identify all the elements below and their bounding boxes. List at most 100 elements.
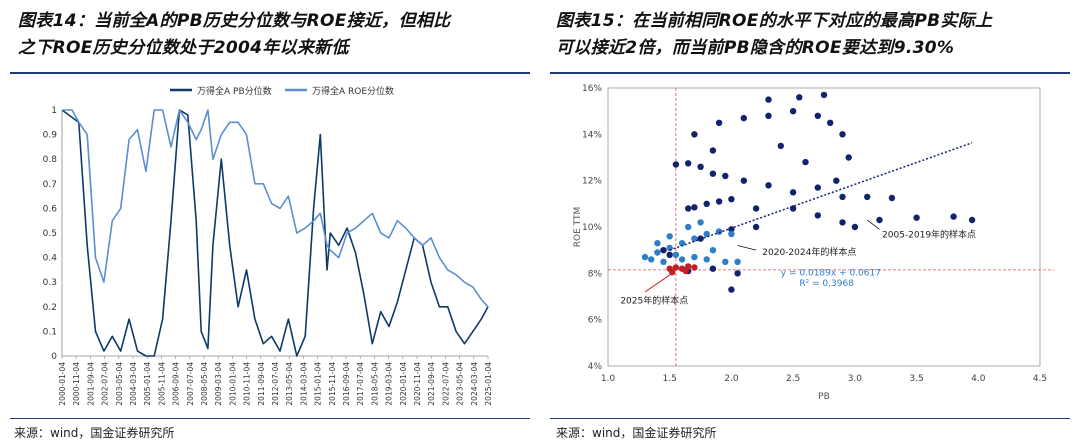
scatter-point [709,170,717,177]
scatter-point [888,194,896,202]
scatter-point [728,286,735,293]
x-tick-label: 2021-09-04 [427,362,436,406]
right-source: 来源：wind，国金证券研究所 [556,426,717,440]
scatter-point [789,189,797,196]
y-tick-label: 10% [582,223,602,233]
x-tick-label: 2005-11-04 [157,362,166,406]
x-tick-label: 2002-07-04 [101,362,110,406]
scatter-point [685,160,692,167]
scatter-point [802,158,809,166]
x-tick-label: 2024-03-04 [470,362,479,406]
x-tick-label: 3.0 [848,374,863,384]
x-tick-label: 3.5 [909,374,923,384]
scatter-point [777,142,784,150]
x-tick-label: 2025-01-04 [484,362,493,406]
x-tick-label: 2005-01-04 [143,362,152,406]
x-tick-label: 2007-07-04 [186,362,195,406]
y-tick-label: 4% [588,362,603,372]
scatter-point [728,230,735,238]
y-tick-label: 0 [51,352,57,362]
scatter-point [752,205,760,212]
scatter-point [678,240,686,247]
left-bottom-rule [10,418,530,419]
x-tick-label: 2010-01-04 [228,362,237,406]
x-tick-label: 1.5 [663,374,677,384]
x-tick-label: 2022-07-04 [441,362,450,406]
scatter-point [740,177,747,184]
scatter-point [678,256,686,263]
scatter-point [703,256,710,263]
annotation-arrow [644,272,673,293]
x-tick-label: 2.0 [724,374,739,384]
scatter-point [839,219,846,226]
x-tick-label: 4.0 [971,374,986,384]
annotation-arrow [866,219,880,230]
trendline [669,142,973,251]
x-tick-label: 1.0 [601,374,616,384]
scatter-point [697,163,704,170]
y-tick-label: 0.7 [43,180,57,190]
x-tick-label: 2020-11-04 [413,362,422,406]
x-tick-label: 2000-01-04 [58,362,67,406]
y-tick-label: 0.2 [43,303,57,313]
scatter-point [752,223,760,231]
scatter-point [709,147,717,154]
y-tick-label: 0.6 [43,204,58,214]
scatter-point [728,196,735,203]
scatter-point [666,251,673,258]
annotation-arrow [737,245,757,251]
x-tick-label: 2010-11-04 [243,362,252,406]
x-tick-label: 2023-05-04 [456,362,465,406]
y-tick-label: 6% [588,316,603,326]
scatter-point [765,96,772,103]
y-tick-label: 0.3 [43,278,57,288]
y-tick-label: 1 [51,106,57,116]
right-top-rule [550,72,1070,74]
scatter-point [950,213,957,220]
scatter-point [876,216,883,224]
scatter-point [722,172,729,180]
x-tick-label: 2004-03-04 [129,362,138,406]
scatter-point [814,112,821,119]
scatter-point [833,177,840,184]
annotation-2025: 2025年的样本点 [620,294,688,306]
scatter-point [715,198,723,205]
x-tick-label: 2000-11-04 [72,362,81,406]
x-tick-label: 2006-09-04 [172,362,181,406]
scatter-point [703,200,710,207]
x-tick-label: 2015-11-04 [328,362,337,406]
right-chart-title: 图表15：在当前相同ROE的水平下对应的最高PB实际上 可以接近2倍，而当前PB… [556,11,993,58]
left-line-chart: 万得全A PB分位数 万得全A ROE分位数 0 0.1 0.2 0.3 0.4 0.5 0.6… [43,85,493,406]
scatter-point [968,216,976,224]
x-tick-label: 2009-03-04 [214,362,223,406]
annotation-2005-2019: 2005-2019年的样本点 [882,228,976,240]
x-tick-label: 4.5 [1033,374,1047,384]
scatter-point [839,131,846,138]
y-tick-label: 0.9 [43,131,58,141]
scatter-point [691,131,698,138]
scatter-point [672,264,680,271]
x-axis-label: PB [818,392,830,402]
series-line-2 [62,109,489,308]
scatter-point [697,219,704,226]
y-tick-label: 12% [582,177,602,187]
scatter-point [845,154,852,161]
y-axis-label: ROE TTM [573,207,583,248]
scatter-point [648,256,655,263]
plot-frame [607,87,1041,367]
scatter-point [864,193,871,201]
scatter-point [669,269,676,276]
scatter-point [715,228,723,235]
trend-equation: y = 0.0189x + 0.0617 [781,269,881,279]
x-tick-label: 2019-03-04 [385,362,394,406]
x-tick-label: 2018-05-04 [370,362,379,406]
x-tick-label: 2014-03-04 [299,362,308,406]
scatter-point [728,226,735,233]
x-tick-label: 2003-05-04 [115,362,124,406]
scatter-point [709,265,717,272]
y-tick-label: 0.8 [43,155,58,165]
x-tick-label: 2008-05-04 [200,362,209,406]
scatter-point [654,240,661,247]
x-tick-label: 2012-07-04 [271,362,280,406]
scatter-point [641,253,649,261]
